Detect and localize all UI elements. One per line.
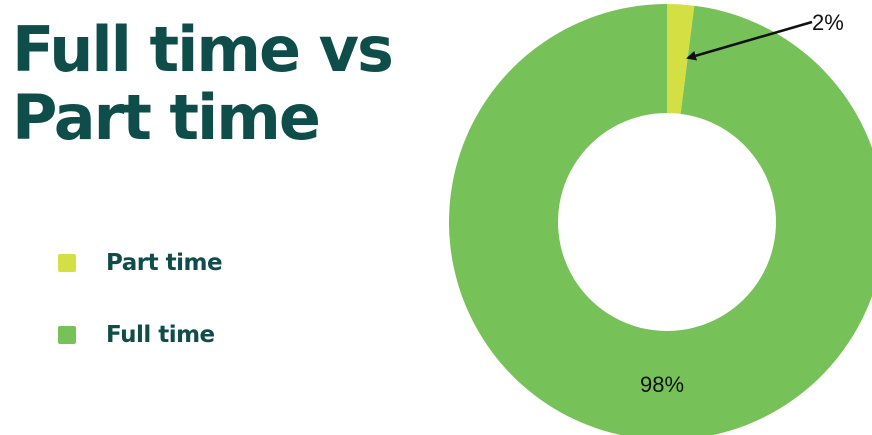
legend-swatch-full-time (58, 326, 76, 344)
legend-label-part-time: Part time (106, 250, 223, 276)
legend-label-full-time: Full time (106, 322, 215, 348)
callout-arrow (686, 20, 813, 61)
legend-item-full-time: Full time (58, 320, 222, 350)
legend-item-part-time: Part time (58, 248, 223, 278)
legend: Part time Full time (58, 248, 223, 392)
data-label-part-time: 2% (812, 10, 844, 35)
donut-slice-part-time (667, 4, 695, 114)
chart-title: Full time vs Part time (12, 13, 394, 154)
data-label-full-time: 98% (640, 372, 684, 397)
donut-slice-full-time (449, 4, 872, 435)
legend-swatch-part-time (58, 254, 76, 272)
chart-title-line-2: Part time (12, 81, 321, 154)
donut-slices (449, 4, 872, 435)
chart-title-line-1: Full time vs (12, 13, 394, 86)
